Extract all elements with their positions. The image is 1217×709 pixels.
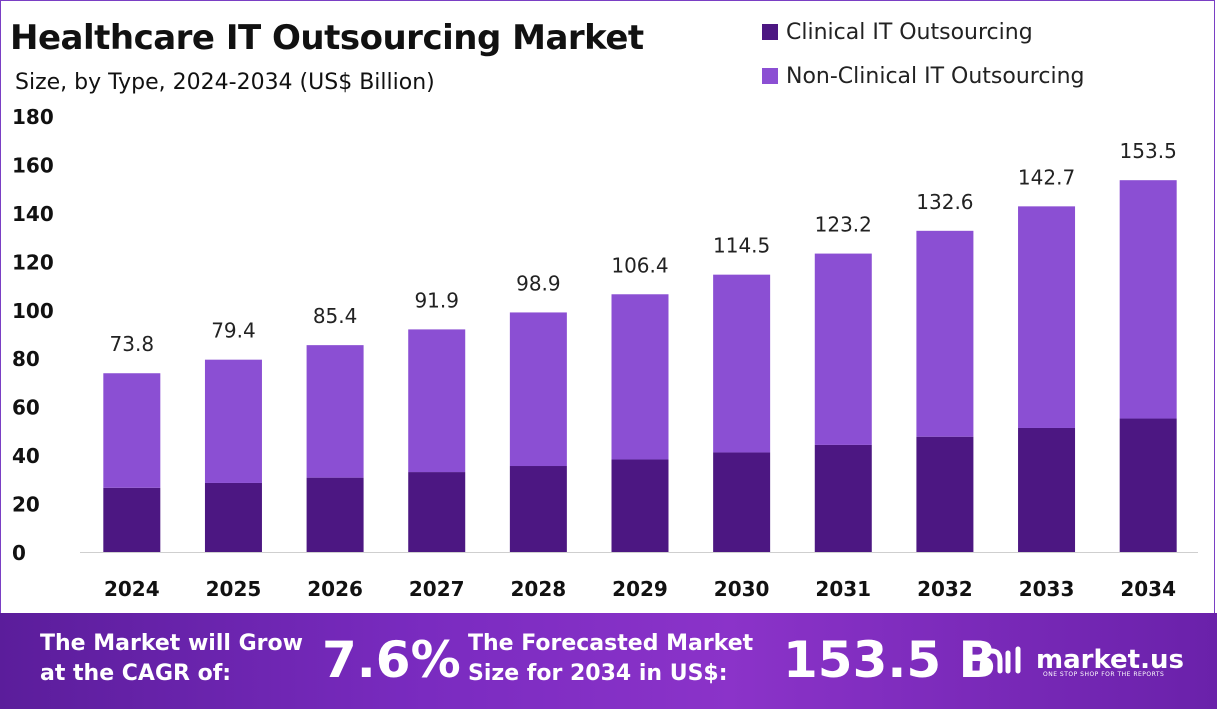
x-tick-label-2032: 2032 bbox=[917, 577, 973, 601]
bar-clinical-2034 bbox=[1119, 418, 1177, 552]
bar-non-clinical-2031 bbox=[814, 253, 872, 445]
x-tick-label-2029: 2029 bbox=[612, 577, 668, 601]
forecast-label: The Forecasted Market Size for 2034 in U… bbox=[468, 631, 754, 686]
bar-non-clinical-2027 bbox=[408, 329, 466, 473]
bar-clinical-2027 bbox=[408, 472, 466, 552]
bar-clinical-2033 bbox=[1018, 427, 1076, 552]
x-tick-label-2030: 2030 bbox=[714, 577, 770, 601]
cagr-label: The Market will Grow at the CAGR of: bbox=[40, 631, 303, 686]
bar-non-clinical-2034 bbox=[1119, 180, 1177, 419]
total-label-2028: 98.9 bbox=[516, 271, 561, 295]
y-tick-label: 140 bbox=[12, 202, 54, 226]
legend-item-clinical: Clinical IT Outsourcing bbox=[762, 10, 1084, 54]
y-tick-label: 0 bbox=[12, 541, 26, 565]
bar-non-clinical-2025 bbox=[204, 359, 262, 483]
cagr-value: 7.6% bbox=[322, 631, 461, 689]
x-tick-label-2028: 2028 bbox=[511, 577, 567, 601]
total-label-2030: 114.5 bbox=[713, 234, 770, 258]
y-tick-label: 40 bbox=[12, 444, 40, 468]
market-us-logo-icon bbox=[979, 646, 1021, 674]
x-tick-label-2025: 2025 bbox=[206, 577, 262, 601]
total-label-2025: 79.4 bbox=[211, 319, 256, 343]
total-label-2026: 85.4 bbox=[313, 304, 358, 328]
chart-subtitle: Size, by Type, 2024-2034 (US$ Billion) bbox=[15, 70, 435, 95]
x-tick-label-2031: 2031 bbox=[815, 577, 871, 601]
legend-item-non-clinical: Non-Clinical IT Outsourcing bbox=[762, 54, 1084, 98]
total-label-2031: 123.2 bbox=[815, 213, 872, 237]
total-label-2029: 106.4 bbox=[611, 253, 668, 277]
bar-non-clinical-2026 bbox=[306, 345, 364, 478]
y-tick-label: 60 bbox=[12, 396, 40, 420]
y-tick-label: 120 bbox=[12, 250, 54, 274]
y-tick-label: 180 bbox=[12, 105, 54, 129]
y-tick-label: 80 bbox=[12, 347, 40, 371]
x-tick-label-2033: 2033 bbox=[1019, 577, 1075, 601]
x-tick-label-2024: 2024 bbox=[104, 577, 160, 601]
total-label-2033: 142.7 bbox=[1018, 165, 1075, 189]
x-tick-label-2027: 2027 bbox=[409, 577, 465, 601]
x-tick-label-2034: 2034 bbox=[1120, 577, 1176, 601]
brand-name: market.us bbox=[1036, 645, 1184, 675]
bar-clinical-2030 bbox=[713, 452, 771, 552]
legend-label-clinical: Clinical IT Outsourcing bbox=[786, 19, 1033, 45]
bar-clinical-2031 bbox=[814, 444, 872, 552]
bar-non-clinical-2032 bbox=[916, 230, 974, 437]
brand-tagline: ONE STOP SHOP FOR THE REPORTS bbox=[1043, 671, 1165, 678]
y-tick-label: 100 bbox=[12, 299, 54, 323]
bar-non-clinical-2029 bbox=[611, 294, 669, 460]
bar-non-clinical-2030 bbox=[713, 274, 771, 453]
bar-chart: 0 20 40 60 80 100 120 140 160 180 73.8 2024 79.4 2025… bbox=[12, 105, 1198, 601]
x-tick-label-2026: 2026 bbox=[307, 577, 363, 601]
legend: Clinical IT Outsourcing Non-Clinical IT … bbox=[762, 10, 1084, 98]
y-tick-label: 160 bbox=[12, 153, 54, 177]
market-us-logo: market.us bbox=[978, 641, 1184, 679]
bar-clinical-2032 bbox=[916, 436, 974, 552]
legend-swatch-clinical bbox=[762, 24, 778, 40]
chart-title: Healthcare IT Outsourcing Market bbox=[10, 18, 644, 58]
bar-clinical-2025 bbox=[204, 482, 262, 552]
legend-label-non-clinical: Non-Clinical IT Outsourcing bbox=[786, 63, 1085, 89]
total-label-2024: 73.8 bbox=[110, 332, 155, 356]
bar-clinical-2026 bbox=[306, 477, 364, 552]
bar-clinical-2029 bbox=[611, 459, 669, 552]
bar-non-clinical-2024 bbox=[103, 373, 161, 488]
bar-non-clinical-2033 bbox=[1018, 206, 1076, 428]
y-tick-label: 20 bbox=[12, 493, 40, 517]
total-label-2027: 91.9 bbox=[414, 288, 459, 312]
bar-non-clinical-2028 bbox=[509, 312, 567, 467]
footer-banner: The Market will Grow at the CAGR of: 7.6… bbox=[0, 613, 1217, 709]
forecast-value: 153.5 B bbox=[783, 631, 997, 689]
legend-swatch-non-clinical bbox=[762, 68, 778, 84]
total-label-2032: 132.6 bbox=[916, 190, 973, 214]
total-label-2034: 153.5 bbox=[1120, 139, 1177, 163]
bar-clinical-2028 bbox=[509, 466, 567, 552]
bar-clinical-2024 bbox=[103, 487, 161, 552]
